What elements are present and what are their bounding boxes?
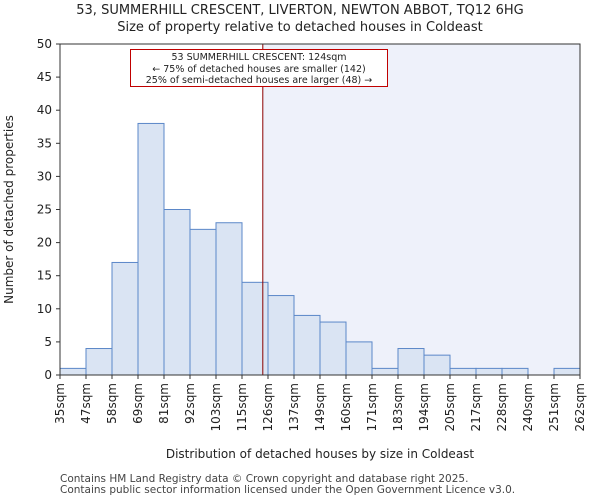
y-tick-label: 50 — [37, 37, 52, 51]
footer-line-1: Contains HM Land Registry data © Crown c… — [60, 473, 469, 485]
y-tick-label: 25 — [37, 203, 52, 217]
x-tick-label: 183sqm — [391, 383, 405, 431]
x-axis: 35sqm 47sqm 58sqm 69sqm 81sqm 92sqm 103sqm 115s… — [53, 375, 587, 431]
x-tick-label: 126sqm — [261, 383, 275, 431]
y-tick-label: 35 — [37, 136, 52, 150]
x-axis-label: Distribution of detached houses by size … — [166, 447, 475, 461]
bar-58sqm — [111, 261, 139, 376]
y-tick-label: 20 — [37, 236, 52, 250]
x-tick-label: 47sqm — [79, 383, 93, 424]
x-tick-label: 240sqm — [521, 383, 535, 431]
chart-subtitle: Size of property relative to detached ho… — [117, 20, 483, 35]
bar-217sqm — [475, 367, 503, 376]
x-tick-label: 149sqm — [313, 383, 327, 431]
x-tick-label: 262sqm — [573, 383, 587, 431]
bar-251sqm — [553, 367, 581, 376]
bar-149sqm — [319, 321, 347, 376]
chart-title: 53, SUMMERHILL CRESCENT, LIVERTON, NEWTO… — [76, 3, 524, 18]
y-tick-label: 15 — [37, 269, 52, 283]
x-tick-label: 58sqm — [105, 383, 119, 424]
x-tick-label: 217sqm — [469, 383, 483, 431]
bar-115sqm — [241, 281, 269, 376]
bar-92sqm — [189, 228, 217, 376]
bar-228sqm — [501, 367, 529, 376]
bar-47sqm — [85, 348, 113, 376]
bar-183sqm — [397, 348, 425, 376]
x-tick-label: 160sqm — [339, 383, 353, 431]
bar-194sqm — [423, 354, 451, 376]
bar-205sqm — [449, 367, 477, 376]
y-tick-label: 10 — [37, 302, 52, 316]
y-tick-label: 5 — [44, 335, 52, 349]
x-tick-label: 171sqm — [365, 383, 379, 431]
bars-group — [59, 122, 581, 376]
y-tick-label: 40 — [37, 103, 52, 117]
x-tick-label: 69sqm — [131, 383, 145, 424]
bar-171sqm — [371, 367, 399, 376]
bar-35sqm — [59, 367, 87, 376]
x-tick-label: 81sqm — [157, 383, 171, 424]
annotation-line-1: 53 SUMMERHILL CRESCENT: 124sqm — [171, 52, 347, 63]
y-tick-label: 45 — [37, 70, 52, 84]
x-tick-label: 92sqm — [183, 383, 197, 424]
y-tick-label: 0 — [44, 368, 52, 382]
bar-69sqm — [137, 122, 165, 376]
x-tick-label: 205sqm — [443, 383, 457, 431]
x-tick-label: 115sqm — [235, 383, 249, 431]
x-tick-label: 103sqm — [209, 383, 223, 431]
annotation-line-3: 25% of semi-detached houses are larger (… — [145, 75, 373, 86]
y-axis: 0 5 10 15 20 25 30 35 40 45 50 — [37, 37, 60, 382]
y-axis-label: Number of detached properties — [2, 115, 16, 304]
bar-81sqm — [163, 209, 191, 376]
annotation-line-2: ← 75% of detached houses are smaller (14… — [152, 63, 366, 75]
bar-160sqm — [345, 341, 373, 376]
x-tick-label: 251sqm — [547, 383, 561, 431]
footer-line-2: Contains public sector information licen… — [60, 484, 516, 496]
y-tick-label: 30 — [37, 169, 52, 183]
property-annotation-box: 53 SUMMERHILL CRESCENT: 124sqm ← 75% of … — [130, 49, 388, 87]
x-tick-label: 137sqm — [287, 383, 301, 431]
bar-126sqm — [267, 295, 295, 376]
bar-103sqm — [215, 222, 243, 376]
x-tick-label: 228sqm — [495, 383, 509, 431]
x-tick-label: 194sqm — [417, 383, 431, 431]
bar-137sqm — [293, 314, 321, 376]
x-tick-label: 35sqm — [53, 383, 67, 424]
